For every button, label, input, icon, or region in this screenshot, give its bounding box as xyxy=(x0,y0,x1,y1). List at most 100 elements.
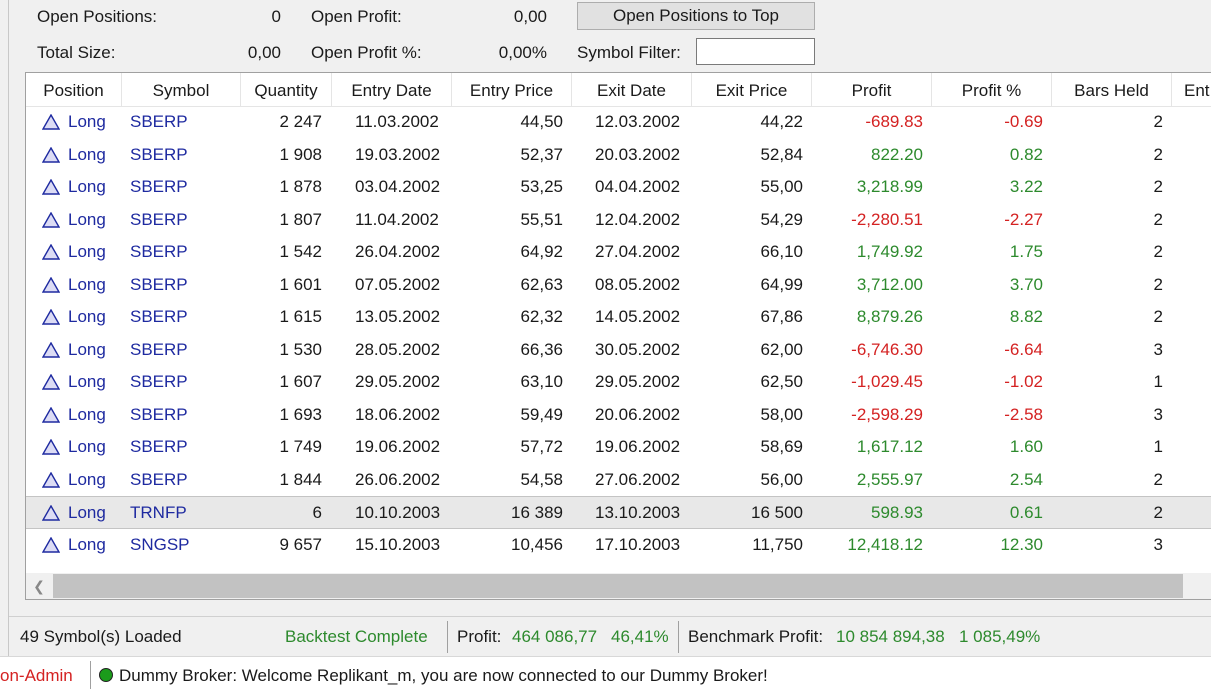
entry-price-cell: 57,72 xyxy=(520,437,563,456)
table-row[interactable]: Long SBERP 1 878 03.04.2002 53,25 04.04.2002 5… xyxy=(26,171,1211,204)
open-profit-label: Open Profit: xyxy=(311,7,402,26)
entry-date-cell: 18.06.2002 xyxy=(355,404,441,424)
summary-panel: Open Positions: 0 Open Profit: 0,00 Open… xyxy=(9,0,1211,72)
profit-cell: 3,712.00 xyxy=(856,274,923,294)
table-row[interactable]: Long SBERP 1 530 28.05.2002 66,36 30.05.2002 6… xyxy=(26,334,1211,367)
column-header[interactable]: Position xyxy=(26,73,122,106)
triangle-up-icon xyxy=(42,471,60,488)
exit-price-cell: 44,22 xyxy=(760,112,803,131)
table-row[interactable]: Long SBERP 1 615 13.05.2002 62,32 14.05.2002 6… xyxy=(26,301,1211,334)
triangle-up-icon xyxy=(42,374,60,390)
symbol-filter-label: Symbol Filter: xyxy=(577,43,681,62)
profit-label: Profit: xyxy=(457,627,502,646)
exit-date-cell: 08.05.2002 xyxy=(595,274,681,294)
triangle-up-icon xyxy=(42,276,60,293)
symbol-cell: SBERP xyxy=(130,242,188,261)
bottom-separator xyxy=(90,661,91,689)
symbol-cell: TRNFP xyxy=(130,503,187,522)
position-label: Long xyxy=(68,209,106,229)
symbol-filter-input[interactable] xyxy=(696,38,815,65)
exit-date-cell: 04.04.2002 xyxy=(595,177,681,196)
table-row[interactable]: Long TRNFP 6 10.10.2003 16 389 13.10.2003 16 5… xyxy=(26,496,1211,529)
column-header[interactable]: Bars Held xyxy=(1052,73,1172,106)
bars-held-cell: 3 xyxy=(1153,339,1163,359)
position-label: Long xyxy=(68,339,106,359)
column-header[interactable]: Exit Date xyxy=(572,73,692,106)
position-label: Long xyxy=(68,503,106,522)
scrollbar-thumb[interactable] xyxy=(53,574,1183,598)
exit-price-cell: 67,86 xyxy=(760,307,803,326)
bars-held-cell: 2 xyxy=(1153,242,1163,261)
quantity-cell: 1 601 xyxy=(279,274,322,294)
profit-cell: -1,029.45 xyxy=(851,372,923,391)
exit-date-cell: 30.05.2002 xyxy=(595,339,681,359)
table-row[interactable]: Long SBERP 1 601 07.05.2002 62,63 08.05.2002 6… xyxy=(26,269,1211,302)
position-label: Long xyxy=(68,177,106,196)
column-header[interactable]: Profit xyxy=(812,73,932,106)
bars-held-cell: 2 xyxy=(1153,274,1163,294)
exit-price-cell: 66,10 xyxy=(760,242,803,261)
table-row[interactable]: Long SBERP 1 607 29.05.2002 63,10 29.05.2002 6… xyxy=(26,366,1211,399)
profit-cell: -2,280.51 xyxy=(851,209,923,229)
symbol-cell: SBERP xyxy=(130,404,188,424)
entry-price-cell: 62,32 xyxy=(520,307,563,326)
benchmark-profit-label: Benchmark Profit: xyxy=(688,627,824,646)
status-bar: 49 Symbol(s) Loaded Backtest Complete Pr… xyxy=(9,616,1211,657)
total-size-value: 0,00 xyxy=(247,43,281,62)
table-row[interactable]: Long SBERP 1 908 19.03.2002 52,37 20.03.2002 5… xyxy=(26,139,1211,172)
entry-price-cell: 66,36 xyxy=(520,339,563,359)
profit-pct-cell: 1.75 xyxy=(1009,242,1043,261)
quantity-cell: 1 693 xyxy=(279,404,322,424)
open-positions-label: Open Positions: xyxy=(37,7,158,26)
table-row[interactable]: Long SBERP 1 693 18.06.2002 59,49 20.06.2002 5… xyxy=(26,399,1211,432)
profit-pct-cell: -2.58 xyxy=(1004,404,1043,424)
profit-pct-cell: 0.82 xyxy=(1009,144,1043,164)
table-row[interactable]: Long SBERP 2 247 11.03.2002 44,50 12.03.2002 4… xyxy=(26,106,1211,139)
exit-price-cell: 64,99 xyxy=(760,274,803,294)
table-row[interactable]: Long SBERP 1 807 11.04.2002 55,51 12.04.2002 5… xyxy=(26,204,1211,237)
symbol-cell: SBERP xyxy=(130,209,188,229)
column-header[interactable]: Entry Price xyxy=(452,73,572,106)
profit-cell: 822.20 xyxy=(871,144,923,164)
position-label: Long xyxy=(68,437,106,456)
open-positions-to-top-button[interactable]: Open Positions to Top xyxy=(577,2,815,30)
entry-date-cell: 10.10.2003 xyxy=(355,503,441,522)
exit-date-cell: 17.10.2003 xyxy=(595,534,681,554)
column-header[interactable]: Entry Date xyxy=(332,73,452,106)
status-separator xyxy=(447,621,448,653)
table-row[interactable]: Long SBERP 1 844 26.06.2002 54,58 27.06.2002 5… xyxy=(26,464,1211,497)
profit-pct-cell: 3.70 xyxy=(1009,274,1043,294)
column-header[interactable]: Profit % xyxy=(932,73,1052,106)
chevron-left-icon[interactable]: ❮ xyxy=(33,577,45,594)
triangle-up-icon xyxy=(42,244,60,260)
table-row[interactable]: Long SBERP 1 542 26.04.2002 64,92 27.04.2002 6… xyxy=(26,236,1211,269)
horizontal-scrollbar[interactable]: ❮ xyxy=(26,573,1211,599)
position-label: Long xyxy=(68,112,106,131)
quantity-cell: 1 615 xyxy=(279,307,322,326)
status-led-icon xyxy=(99,668,113,682)
open-profit-pct-label: Open Profit %: xyxy=(311,43,422,62)
bars-held-cell: 2 xyxy=(1153,144,1163,164)
table-row[interactable]: Long SNGSP 9 657 15.10.2003 10,456 17.10.2003… xyxy=(26,529,1211,562)
triangle-up-icon xyxy=(42,406,60,423)
profit-pct-cell: 12.30 xyxy=(1000,534,1043,554)
entry-price-cell: 63,10 xyxy=(520,372,563,391)
bars-held-cell: 2 xyxy=(1153,307,1163,326)
position-label: Long xyxy=(68,144,106,164)
profit-cell: 12,418.12 xyxy=(847,534,923,554)
profit-cell: 1,617.12 xyxy=(856,437,923,456)
column-header[interactable]: Quantity xyxy=(241,73,332,106)
column-header[interactable]: Symbol xyxy=(122,73,241,106)
grid-header: Position Symbol Quantity Entry Date Entry Pr… xyxy=(26,73,1211,107)
column-header[interactable]: Ent xyxy=(1172,73,1211,106)
entry-date-cell: 15.10.2003 xyxy=(355,534,441,554)
bars-held-cell: 1 xyxy=(1153,372,1163,391)
table-row[interactable]: Long SBERP 1 749 19.06.2002 57,72 19.06.2002 5… xyxy=(26,431,1211,464)
bars-held-cell: 3 xyxy=(1153,534,1163,554)
column-header[interactable]: Exit Price xyxy=(692,73,812,106)
position-label: Long xyxy=(68,372,106,391)
exit-price-cell: 11,750 xyxy=(752,534,803,554)
symbol-cell: SBERP xyxy=(130,307,188,326)
benchmark-profit-percent: 1 085,49% xyxy=(959,627,1041,646)
bars-held-cell: 2 xyxy=(1153,503,1163,522)
